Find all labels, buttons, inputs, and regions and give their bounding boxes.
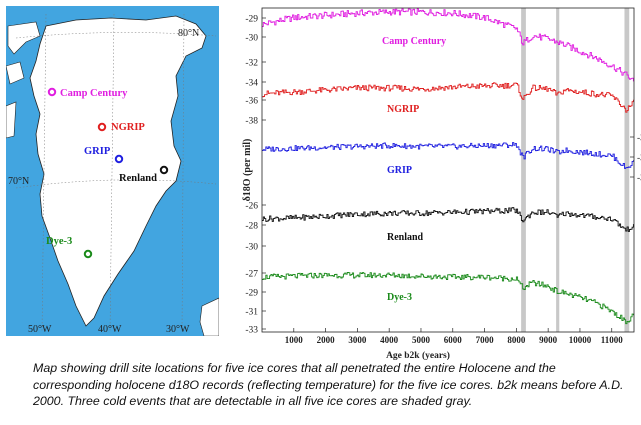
y-tick-label-15: -31 [245,308,258,318]
x-tick-label-6000: 6000 [444,335,463,345]
lon-label-50w: 50°W [28,324,52,335]
series-line-camp-century [262,8,634,82]
d18o-chart-svg: -29 -30 -32 -34 -36 -38 -34 -36 -38 -26 -28 -30 -27 -… [242,7,641,361]
site-marker-camp-century [47,87,57,97]
y-tick-label-3: -32 [245,59,258,69]
site-marker-dye3 [83,249,93,259]
d18o-chart: -29 -30 -32 -34 -36 -38 -34 -36 -38 -26 -28 -30 -27 -… [222,0,641,362]
iceland [199,297,220,337]
x-tick-label-8000: 8000 [507,335,526,345]
lat-label-70n: 70°N [8,176,30,187]
greenland-map-svg [5,13,220,337]
y-tick-label-16: -33 [245,326,258,336]
y-tick-label-4: -34 [245,79,258,89]
y-tick-label-8: -36 [637,154,641,164]
y-tick-label-5: -36 [245,97,258,107]
x-tick-label-9000: 9000 [539,335,558,345]
series-line-dye-3 [262,272,634,325]
y-axis-label: δ18O (per mil) [242,139,253,202]
x-tick-label-7000: 7000 [476,335,495,345]
y-tick-label-10: -26 [245,202,258,212]
lat-label-80n: 80°N [178,28,200,39]
site-label-ngrip: NGRIP [111,122,145,133]
y-tick-label-6: -38 [245,117,258,127]
x-tick-label-5000: 5000 [412,335,431,345]
y-tick-label-7: -34 [637,134,641,144]
site-label-dye3: Dye-3 [46,236,73,247]
x-tick-label-1000: 1000 [285,335,304,345]
series-line-renland [262,207,634,232]
series-label-grip: GRIP [387,165,412,176]
site-marker-ngrip [97,122,107,132]
site-label-grip: GRIP [84,146,111,157]
x-tick-label-11000: 11000 [601,335,624,345]
x-tick-label-2000: 2000 [317,335,336,345]
site-marker-renland [159,165,169,175]
shaded-event-2 [556,8,560,332]
greenland-landmass [29,15,207,327]
arctic-islands [5,21,41,139]
y-tick-label-14: -29 [245,289,258,299]
shaded-event-1 [521,8,526,332]
series-label-dye-3: Dye-3 [387,292,412,303]
series-label-ngrip: NGRIP [387,104,419,115]
y-tick-label-11: -28 [245,222,258,232]
y-tick-label-12: -30 [245,243,258,253]
figure-caption: Map showing drill site locations for fiv… [33,361,624,408]
y-tick-label-13: -27 [245,270,258,280]
series-label-camp-century: Camp Century [382,36,446,47]
y-tick-label-9: -38 [637,174,641,184]
site-label-renland: Renland [119,173,157,184]
x-tick-label-10000: 10000 [569,335,592,345]
shaded-event-3 [624,8,630,332]
x-tick-label-3000: 3000 [348,335,367,345]
graticule [15,13,217,332]
site-marker-grip [114,154,124,164]
series-line-grip [262,142,634,169]
x-axis-label: Age b2k (years) [386,350,450,361]
y-tick-label-2: -30 [245,34,258,44]
x-tick-label-4000: 4000 [380,335,399,345]
series-label-renland: Renland [387,232,424,243]
series-line-ngrip [262,82,634,113]
plot-frame [261,7,635,333]
lon-label-40w: 40°W [98,324,122,335]
y-tick-label-1: -29 [245,15,258,25]
lon-label-30w: 30°W [166,324,190,335]
greenland-map: 80°N 70°N 50°W 40°W 30°W Camp Century NG… [5,6,220,337]
site-label-camp-century: Camp Century [60,88,128,99]
